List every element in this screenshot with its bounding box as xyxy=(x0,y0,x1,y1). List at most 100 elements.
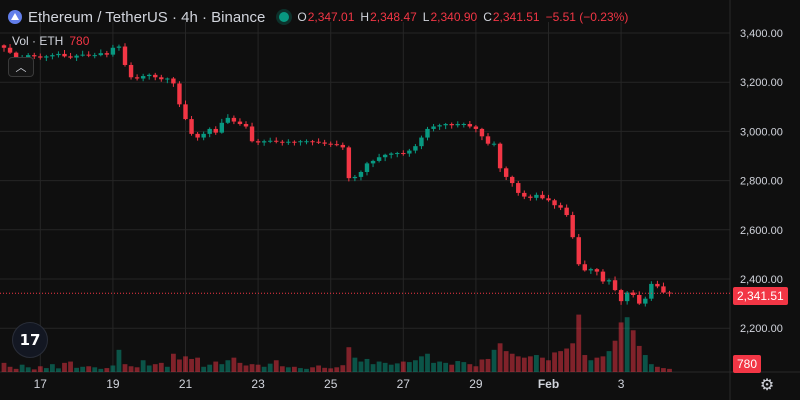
volume-bar xyxy=(158,362,164,372)
candle-body xyxy=(649,283,654,299)
volume-bar xyxy=(201,366,207,372)
volume-bar xyxy=(449,364,455,372)
ohlc-open: O2,347.01 xyxy=(297,10,354,24)
candle-body xyxy=(98,53,103,56)
volume-bar xyxy=(68,361,73,372)
candle-body xyxy=(213,128,218,133)
candle-body xyxy=(13,52,19,59)
candle-body xyxy=(44,56,49,58)
candle-body xyxy=(207,128,212,134)
volume-legend[interactable]: Vol · ETH 780 xyxy=(12,34,89,48)
candle-body xyxy=(582,264,587,271)
volume-legend-value: 780 xyxy=(69,34,90,48)
volume-bar xyxy=(648,364,654,372)
volume-bar xyxy=(588,360,594,372)
market-status-icon[interactable] xyxy=(279,12,290,22)
candle-body xyxy=(449,124,454,126)
ohlc-high-key: H xyxy=(360,10,370,24)
volume-bar xyxy=(237,362,243,372)
candle-body xyxy=(473,126,479,129)
volume-bar xyxy=(177,359,182,372)
time-tick-label: 23 xyxy=(251,377,265,391)
volume-bar xyxy=(7,366,13,372)
volume-bar xyxy=(74,367,79,372)
candle-body xyxy=(62,53,67,57)
volume-bar xyxy=(600,356,606,372)
candle-body xyxy=(56,53,61,56)
volume-bar xyxy=(25,367,31,372)
candle-body xyxy=(510,176,515,184)
candle-body xyxy=(140,76,146,79)
candle-body xyxy=(80,54,85,56)
candle-body xyxy=(588,269,594,271)
candle-body xyxy=(292,141,297,143)
volume-bar xyxy=(425,353,430,372)
volume-bar xyxy=(582,355,588,372)
candle-body xyxy=(540,194,545,199)
volume-bar xyxy=(1,362,7,372)
volume-bar xyxy=(364,358,370,372)
candle-body xyxy=(558,205,563,208)
candle-body xyxy=(201,133,206,138)
volume-bar xyxy=(515,356,521,372)
candle-body xyxy=(358,171,364,177)
candle-body xyxy=(334,144,339,146)
volume-bar xyxy=(606,351,612,372)
volume-bar xyxy=(655,366,660,372)
candle-body xyxy=(328,143,333,145)
volume-bar xyxy=(171,353,176,372)
candle-body xyxy=(104,53,110,55)
symbol-title[interactable]: Ethereum / TetherUS · 4h · Binance xyxy=(28,8,266,26)
candle-body xyxy=(316,141,321,143)
candlesticks[interactable] xyxy=(1,43,672,307)
volume-bar xyxy=(527,356,533,372)
candle-body xyxy=(461,124,466,126)
volume-bar xyxy=(376,361,382,372)
candle-body xyxy=(564,207,569,216)
volume-bar xyxy=(31,369,37,372)
candle-body xyxy=(153,74,158,78)
candle-body xyxy=(237,121,243,125)
volume-bar xyxy=(255,364,261,372)
volume-bar xyxy=(540,357,545,372)
volume-bar xyxy=(624,317,630,372)
price-axis[interactable]: 3,400.00 3,200.00 3,000.00 2,800.00 2,600.00… xyxy=(740,28,783,335)
candle-body xyxy=(32,55,37,57)
settings-gear-icon[interactable]: ⚙ xyxy=(759,377,775,394)
candle-body xyxy=(249,126,255,142)
candle-body xyxy=(594,269,600,272)
volume-bar xyxy=(146,365,152,372)
ohlc-open-value: 2,347.01 xyxy=(307,10,355,24)
volume-bar xyxy=(56,368,61,372)
candle-body xyxy=(165,78,170,80)
volume-bar xyxy=(558,351,563,372)
time-tick-label: 3 xyxy=(618,377,625,391)
volume-bar xyxy=(340,365,346,372)
candle-body xyxy=(189,119,194,134)
candle-body xyxy=(576,237,581,265)
volume-bar xyxy=(437,361,442,372)
time-tick-label: 25 xyxy=(324,377,338,391)
collapse-legend-button[interactable]: ︿ xyxy=(8,57,34,77)
chart-legend-header: Ethereum / TetherUS · 4h · Binance O2,34… xyxy=(8,7,628,27)
volume-bar xyxy=(612,340,618,372)
candle-body xyxy=(298,141,303,143)
candle-body xyxy=(479,128,485,137)
volume-bar xyxy=(92,367,98,372)
candle-body xyxy=(612,280,618,291)
ohlc-low: L2,340.90 xyxy=(423,10,477,24)
candle-body xyxy=(38,56,43,58)
volume-bar xyxy=(382,362,388,372)
candle-body xyxy=(1,45,7,48)
time-axis[interactable]: 17 19 21 23 25 27 29 Feb 3 xyxy=(34,377,625,391)
tradingview-logo-icon[interactable]: 17 xyxy=(12,322,48,358)
volume-bar xyxy=(110,365,116,372)
ohlc-low-value: 2,340.90 xyxy=(430,10,478,24)
volume-bar xyxy=(292,366,297,372)
volume-bar xyxy=(19,364,25,372)
volume-bar xyxy=(328,368,334,372)
candle-body xyxy=(467,124,473,127)
ohlc-open-key: O xyxy=(297,10,307,24)
